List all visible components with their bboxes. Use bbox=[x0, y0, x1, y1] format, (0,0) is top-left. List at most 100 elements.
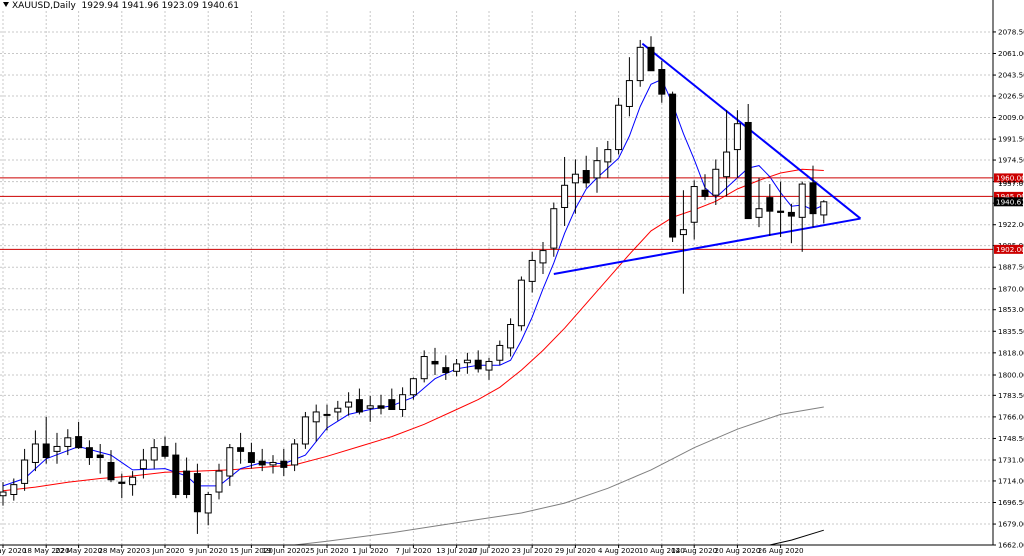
candle-body-down bbox=[172, 454, 180, 495]
y-tick-label: 2009.00 bbox=[998, 113, 1024, 122]
candle bbox=[712, 159, 720, 206]
x-tick-label: 22 May 2020 bbox=[55, 546, 102, 555]
level-badge-label: 1945.00 bbox=[996, 192, 1024, 201]
candle bbox=[507, 318, 515, 357]
candle bbox=[129, 471, 137, 496]
candle bbox=[247, 442, 255, 469]
candle bbox=[53, 432, 61, 464]
x-tick-label: 14 Aug 2020 bbox=[671, 546, 717, 555]
candle-body-up bbox=[485, 360, 493, 371]
candle-body-up bbox=[215, 470, 223, 493]
candle bbox=[582, 155, 590, 188]
y-tick-label: 1783.50 bbox=[998, 391, 1024, 400]
candle-body-up bbox=[345, 401, 353, 408]
candle-body-up bbox=[334, 407, 342, 413]
candle-body-down bbox=[442, 367, 450, 374]
last-price-label: 1940.61 bbox=[996, 197, 1024, 206]
candle bbox=[561, 156, 569, 226]
candle-body-up bbox=[31, 443, 39, 463]
candle bbox=[21, 448, 29, 491]
candle bbox=[679, 190, 687, 294]
candle-body-down bbox=[193, 473, 201, 513]
ohlc-readout: 1929.94 1941.96 1923.09 1940.61 bbox=[81, 1, 239, 11]
candle-body-up bbox=[528, 259, 536, 282]
candle bbox=[183, 457, 191, 499]
candle bbox=[377, 394, 385, 415]
candle bbox=[798, 181, 806, 252]
candle-body-up bbox=[453, 363, 461, 372]
y-tick-label: 1679.00 bbox=[998, 520, 1024, 529]
candle-body-up bbox=[53, 445, 61, 452]
x-tick-label: 7 Jul 2020 bbox=[395, 546, 432, 555]
candle bbox=[744, 104, 752, 220]
candle bbox=[755, 177, 763, 228]
y-tick-label: 1714.00 bbox=[998, 476, 1024, 485]
level-badge bbox=[994, 191, 1023, 201]
y-tick-label: 1662.00 bbox=[998, 541, 1024, 550]
x-tick-label: 9 Jun 2020 bbox=[189, 546, 228, 555]
last-price-badge bbox=[994, 197, 1023, 207]
candle bbox=[463, 352, 471, 374]
x-tick-label: 20 Aug 2020 bbox=[714, 546, 760, 555]
candle bbox=[593, 147, 601, 193]
y-tick-label: 1870.00 bbox=[998, 284, 1024, 293]
candle-body-up bbox=[496, 344, 504, 361]
candle-body-up bbox=[21, 459, 29, 484]
y-tick-label: 1696.50 bbox=[998, 498, 1024, 507]
candle bbox=[75, 421, 83, 449]
candle bbox=[312, 404, 320, 442]
candle-body-up bbox=[733, 123, 741, 151]
candle-body-up bbox=[604, 149, 612, 163]
y-tick-label: 1922.00 bbox=[998, 220, 1024, 229]
candle-body-down bbox=[355, 399, 363, 413]
candle bbox=[420, 350, 428, 383]
candle-body-up bbox=[820, 201, 828, 216]
candle-body-up bbox=[539, 250, 547, 264]
candle-body-down bbox=[118, 481, 126, 484]
y-tick-label: 1748.50 bbox=[998, 434, 1024, 443]
candle-body-up bbox=[615, 104, 623, 151]
candle-body-down bbox=[766, 197, 774, 212]
candle-body-up bbox=[150, 447, 158, 461]
candle bbox=[226, 443, 234, 486]
candle-body-down bbox=[809, 182, 817, 215]
candle-body-down bbox=[75, 436, 83, 449]
candle bbox=[409, 377, 417, 400]
candle bbox=[485, 357, 493, 380]
y-tick-label: 1818.00 bbox=[998, 348, 1024, 357]
collapse-triangle-icon[interactable] bbox=[3, 2, 9, 7]
candle bbox=[474, 350, 482, 373]
y-tick-label: 1800.00 bbox=[998, 371, 1024, 380]
candle-body-down bbox=[377, 405, 385, 409]
x-tick-label: 18 May 2020 bbox=[23, 546, 70, 555]
candle-body-up bbox=[723, 151, 731, 178]
y-tick-label: 1887.50 bbox=[998, 263, 1024, 272]
x-tick-label: 28 May 2020 bbox=[98, 546, 145, 555]
y-tick-label: 1766.00 bbox=[998, 412, 1024, 421]
candle bbox=[723, 110, 731, 197]
candle-body-down bbox=[701, 189, 709, 197]
level-badge-label: 1960.00 bbox=[996, 173, 1024, 182]
candle bbox=[658, 60, 666, 103]
candle bbox=[0, 482, 7, 506]
candle bbox=[139, 448, 147, 479]
y-tick-label: 1991.50 bbox=[998, 135, 1024, 144]
candle bbox=[701, 174, 709, 201]
candle bbox=[496, 340, 504, 366]
y-tick-label: 1853.00 bbox=[998, 305, 1024, 314]
candle bbox=[625, 57, 633, 117]
candle bbox=[571, 159, 579, 214]
candle-body-down bbox=[388, 399, 396, 410]
horizontal-levels bbox=[0, 177, 993, 250]
candle bbox=[85, 440, 93, 465]
candle bbox=[258, 448, 266, 472]
y-tick-label: 2061.00 bbox=[998, 49, 1024, 58]
chart-grid bbox=[0, 11, 993, 546]
candle-body-down bbox=[237, 447, 245, 452]
y-tick-label: 1731.00 bbox=[998, 456, 1024, 465]
candle-body-up bbox=[129, 476, 137, 486]
moving-averages bbox=[2, 78, 825, 546]
candle bbox=[550, 202, 558, 257]
candle bbox=[777, 181, 785, 238]
